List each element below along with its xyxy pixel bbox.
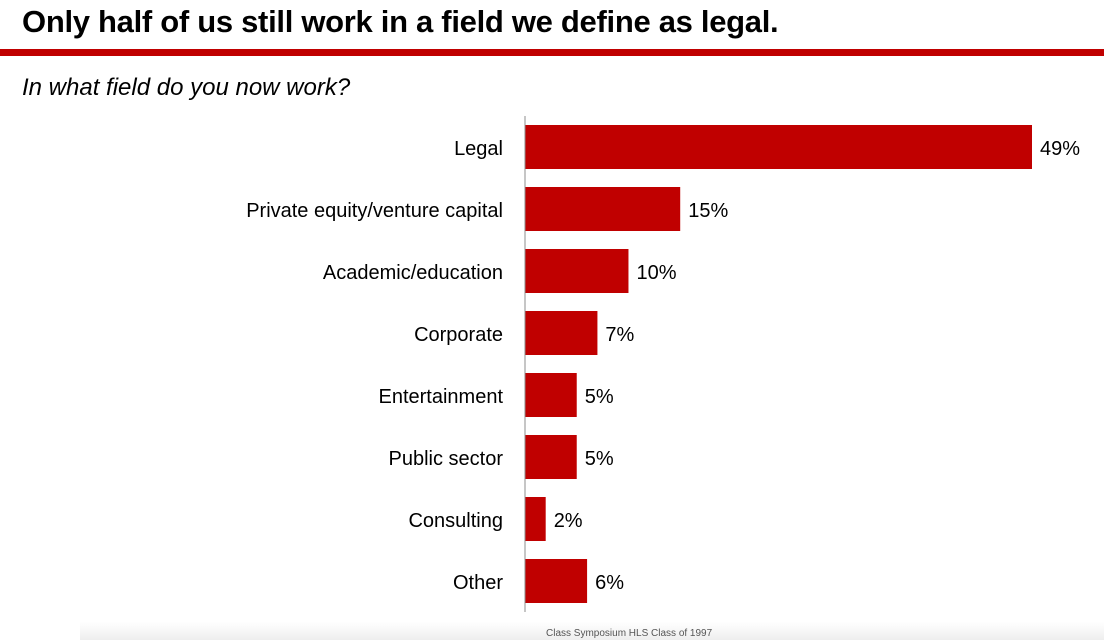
value-label: 5%	[585, 386, 614, 408]
bar	[525, 187, 681, 231]
footer-text: Class Symposium HLS Class of 1997	[546, 628, 713, 639]
value-label: 2%	[554, 510, 583, 532]
bottom-shade	[80, 622, 1104, 640]
bar	[525, 373, 577, 417]
chart-subtitle: In what field do you now work?	[22, 74, 351, 101]
category-label: Corporate	[414, 324, 503, 346]
value-label: 7%	[605, 324, 634, 346]
bar	[525, 435, 577, 479]
value-label: 5%	[585, 448, 614, 470]
bar	[525, 311, 598, 355]
category-label: Other	[453, 572, 503, 594]
category-label: Entertainment	[378, 386, 503, 408]
category-label: Academic/education	[323, 262, 503, 284]
category-label: Legal	[454, 138, 503, 160]
value-label: 15%	[688, 200, 728, 222]
value-label: 49%	[1040, 138, 1080, 160]
title-rule	[0, 49, 1104, 56]
bar	[525, 497, 546, 541]
bar	[525, 249, 629, 293]
category-label: Consulting	[408, 510, 503, 532]
value-label: 6%	[595, 572, 624, 594]
category-label: Public sector	[389, 448, 504, 470]
bar	[525, 559, 588, 603]
bar	[525, 125, 1032, 169]
chart-title: Only half of us still work in a field we…	[22, 4, 779, 39]
category-label: Private equity/venture capital	[246, 200, 503, 222]
value-label: 10%	[636, 262, 676, 284]
